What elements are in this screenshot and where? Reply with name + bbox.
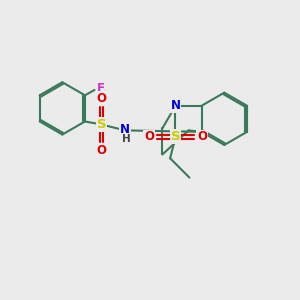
Text: F: F (97, 82, 105, 95)
Text: O: O (197, 130, 207, 143)
Text: N: N (170, 99, 181, 112)
Text: O: O (96, 144, 106, 157)
Text: O: O (96, 92, 106, 105)
Text: N: N (120, 123, 130, 136)
Text: S: S (171, 130, 180, 143)
Text: H: H (122, 134, 130, 144)
Text: S: S (97, 118, 106, 131)
Text: O: O (144, 130, 154, 143)
